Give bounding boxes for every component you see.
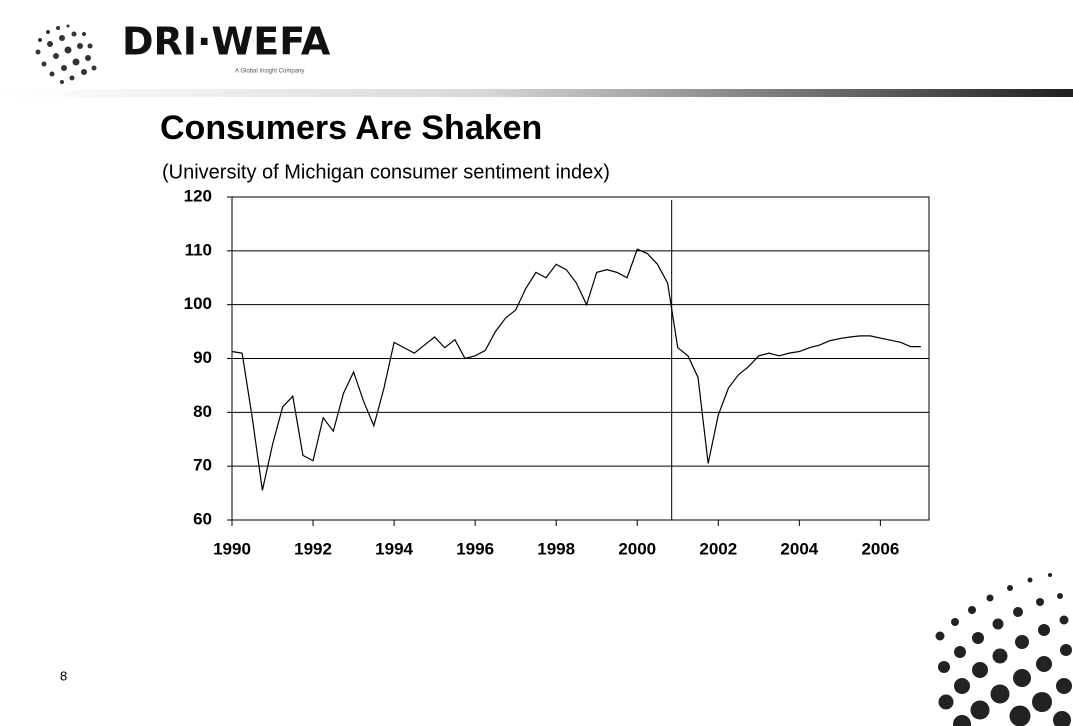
header-bar [0,89,1073,97]
logo: DRI·WEFA [122,20,331,64]
x-tick-label: 2002 [699,539,737,558]
chart-subtitle: (University of Michigan consumer sentime… [162,161,610,183]
data-line [231,248,921,491]
y-tick-label: 90 [193,348,212,367]
tagline: A Global Insight Company [235,69,304,75]
x-tick-label: 1998 [537,539,575,558]
x-tick-label: 1994 [375,539,413,558]
x-tick-label: 2000 [618,539,656,558]
plot-frame [231,196,930,521]
x-tick-label: 2006 [861,539,899,558]
y-tick-label: 120 [184,186,212,205]
x-tick-label: 1992 [294,539,332,558]
x-tick-label: 1990 [213,539,251,558]
corner-dots [935,573,1072,726]
x-tick-label: 1996 [456,539,494,558]
y-tick-label: 70 [193,456,212,475]
logo-dots [35,24,97,84]
y-tick-label: 100 [184,294,212,313]
chart-title: Consumers Are Shaken [160,109,542,147]
y-tick-label: 110 [185,240,212,259]
y-tick-label: 80 [193,402,212,421]
page-number: 8 [60,668,67,683]
y-tick-label: 60 [193,509,212,528]
x-tick-label: 2004 [780,539,818,558]
